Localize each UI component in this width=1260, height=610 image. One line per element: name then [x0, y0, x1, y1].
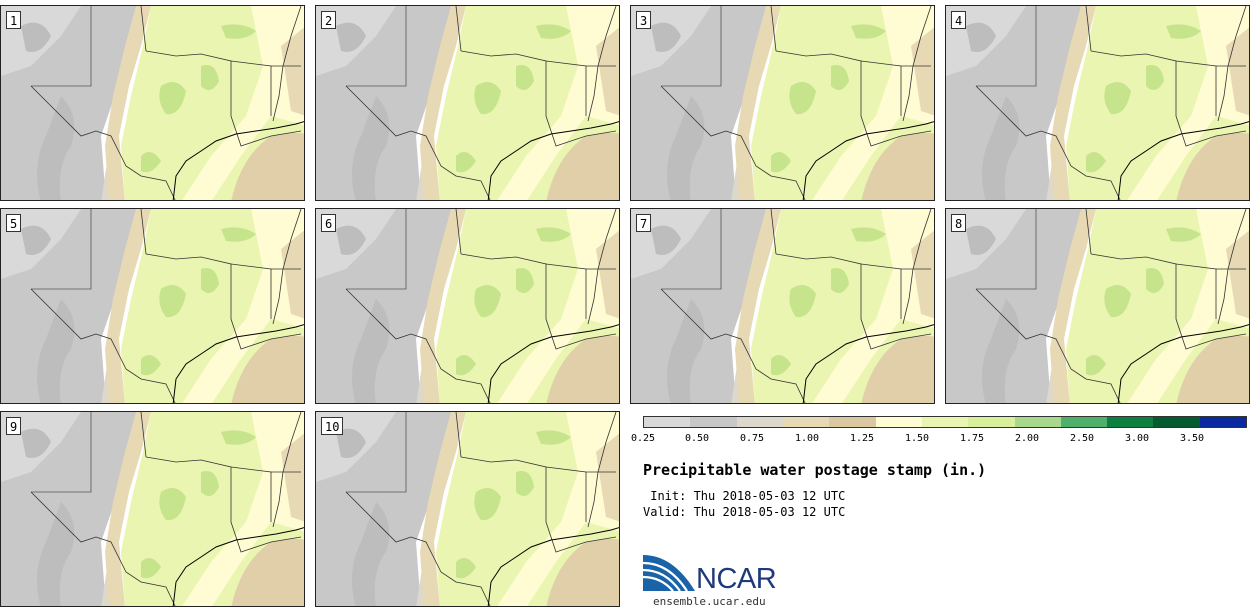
colorbar-tick-label: 3.50 [1179, 433, 1205, 444]
member-number-label: 2 [321, 11, 337, 29]
ensemble-site-url: ensemble.ucar.edu [653, 595, 766, 608]
colorbar-tick-label: 0.25 [630, 433, 656, 444]
member-number-label: 10 [321, 417, 344, 435]
colorbar-tick-label: 0.50 [684, 433, 710, 444]
colorbar-tick-label: 1.75 [959, 433, 985, 444]
ensemble-member-panel: 10 [315, 411, 620, 607]
ensemble-member-panel: 8 [945, 208, 1250, 404]
precipitable-water-map [946, 6, 1249, 200]
init-time: Init: Thu 2018-05-03 12 UTC [643, 489, 846, 503]
colorbar-tick-label: 3.00 [1124, 433, 1150, 444]
colorbar-tick-labels: 0.25 0.50 0.75 1.00 1.25 1.50 1.75 2.00 2.50 3.00… [630, 433, 1260, 447]
colorbar-segment [968, 417, 1015, 427]
colorbar-segment [1153, 417, 1200, 427]
colorbar-segment [782, 417, 830, 427]
ensemble-member-panel: 1 [0, 5, 305, 201]
colorbar-tick-label: 2.00 [1014, 433, 1040, 444]
colorbar-segment [736, 417, 783, 427]
colorbar-tick-label: 0.75 [739, 433, 765, 444]
ensemble-member-panel: 9 [0, 411, 305, 607]
precipitable-water-map [316, 209, 619, 403]
member-number-label: 7 [636, 214, 652, 232]
precipitable-water-colorbar [643, 416, 1247, 428]
colorbar-tick-label: 2.50 [1069, 433, 1095, 444]
valid-time: Valid: Thu 2018-05-03 12 UTC [643, 505, 846, 519]
precipitable-water-map [1, 209, 304, 403]
colorbar-tick-label: 1.50 [904, 433, 930, 444]
precipitable-water-map [1, 412, 304, 606]
colorbar-segment [921, 417, 969, 427]
colorbar-tick-label: 1.25 [849, 433, 875, 444]
precipitable-water-map [1, 6, 304, 200]
ensemble-member-panel: 7 [630, 208, 935, 404]
precipitable-water-map [316, 6, 619, 200]
figure-title: Precipitable water postage stamp (in.) [643, 461, 987, 479]
colorbar-segment [1060, 417, 1108, 427]
precipitable-water-map [316, 412, 619, 606]
ensemble-member-panel: 2 [315, 5, 620, 201]
colorbar-segment [829, 417, 876, 427]
colorbar-segment [1014, 417, 1061, 427]
ensemble-member-panel: 5 [0, 208, 305, 404]
ncar-logo-icon [643, 555, 695, 592]
member-number-label: 9 [6, 417, 22, 435]
ensemble-member-panel: 6 [315, 208, 620, 404]
member-number-label: 5 [6, 214, 22, 232]
colorbar-segment [1107, 417, 1154, 427]
ncar-logo-text: NCAR [696, 563, 777, 595]
precipitable-water-map [946, 209, 1249, 403]
colorbar-segment [875, 417, 922, 427]
ensemble-member-panel: 3 [630, 5, 935, 201]
colorbar-segment [690, 417, 737, 427]
precipitable-water-map [631, 6, 934, 200]
member-number-label: 1 [6, 11, 22, 29]
member-number-label: 4 [951, 11, 967, 29]
colorbar-tick-label: 1.00 [794, 433, 820, 444]
precipitable-water-map [631, 209, 934, 403]
colorbar-segment [644, 417, 691, 427]
member-number-label: 8 [951, 214, 967, 232]
colorbar-segment [1199, 417, 1247, 427]
member-number-label: 3 [636, 11, 652, 29]
ensemble-member-panel: 4 [945, 5, 1250, 201]
member-number-label: 6 [321, 214, 337, 232]
